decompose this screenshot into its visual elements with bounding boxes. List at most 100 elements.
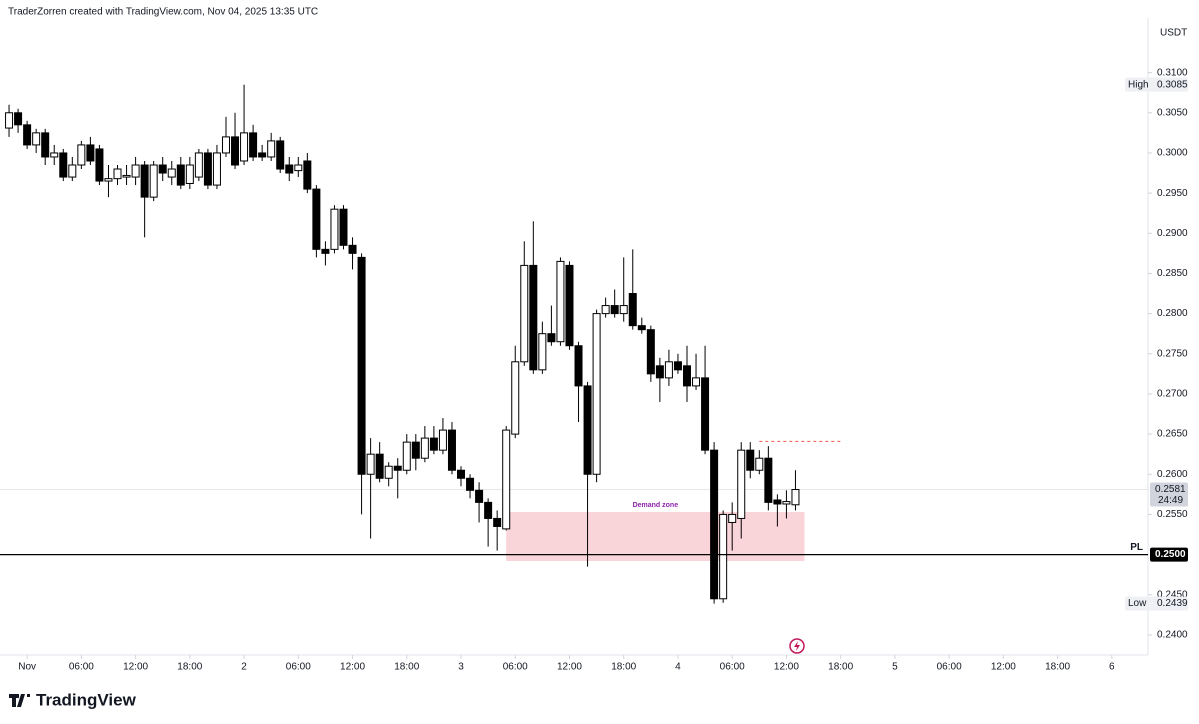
x-tick-label: 18:00: [828, 662, 853, 673]
candle-body: [366, 453, 375, 475]
x-tick-label: Nov: [18, 662, 36, 673]
y-tick-label: 0.2750: [1157, 348, 1188, 359]
candle-body: [14, 112, 23, 126]
x-tick-label: 06:00: [720, 662, 745, 673]
currency: USDT: [1160, 28, 1187, 39]
x-tick-label: 06:00: [937, 662, 962, 673]
last-price-label: 0.2581: [1155, 484, 1186, 495]
candle-body: [267, 140, 276, 158]
candle-body: [258, 152, 267, 158]
demand-zone-label: Demand zone: [633, 502, 679, 509]
candle-body: [32, 132, 41, 146]
candle-body: [438, 429, 447, 451]
brand: TradingView: [36, 690, 137, 709]
candle-body: [493, 517, 502, 527]
candle-body: [619, 305, 628, 315]
y-tick-label: 0.2800: [1157, 308, 1188, 319]
y-tick-label: 0.2700: [1157, 389, 1188, 400]
x-tick-label: 12:00: [991, 662, 1016, 673]
low-marker-value: 0.2439: [1157, 598, 1188, 609]
y-tick-label: 0.3100: [1157, 67, 1188, 78]
candle-body: [466, 477, 475, 491]
candle-body: [140, 164, 149, 198]
candle-body: [556, 260, 565, 343]
candle-body: [484, 501, 493, 519]
candle-body: [565, 264, 574, 347]
header: TraderZorren created with TradingView.co…: [8, 7, 318, 18]
x-tick-label: 18:00: [1045, 662, 1070, 673]
y-tick-label: 0.2400: [1157, 630, 1188, 641]
candle-body: [312, 188, 321, 250]
brand-logo: [9, 694, 30, 707]
candle-body: [402, 441, 411, 471]
y-tick-label: 0.2850: [1157, 268, 1188, 279]
candle-body: [122, 174, 131, 178]
x-tick-label: 3: [458, 662, 464, 673]
x-tick-label: 4: [675, 662, 681, 673]
candle-body: [113, 168, 122, 180]
candle-body: [457, 469, 466, 479]
candle-body: [212, 152, 221, 186]
low-marker-box: [1125, 596, 1188, 611]
y-tick-label: 0.2550: [1157, 509, 1188, 520]
last-price-box: [1150, 482, 1188, 507]
x-tick-label: 06:00: [69, 662, 94, 673]
x-tick-label: 2: [241, 662, 247, 673]
x-tick-label: 18:00: [611, 662, 636, 673]
candle-body: [782, 501, 791, 505]
candle-body: [339, 208, 348, 246]
demand-zone: [506, 512, 805, 562]
candle-body: [41, 132, 50, 158]
candle-body: [511, 361, 520, 435]
candle-body: [86, 144, 95, 162]
candle-body: [547, 333, 556, 343]
candle-body: [719, 513, 728, 600]
candle-body: [167, 168, 176, 178]
candle-body: [23, 124, 32, 146]
candle-body: [764, 457, 773, 503]
candle-body: [538, 333, 547, 371]
candle-body: [249, 132, 258, 158]
candle-body: [285, 164, 294, 174]
candle-body: [294, 164, 303, 172]
candle-body: [520, 264, 529, 363]
x-tick-label: 18:00: [394, 662, 419, 673]
candle-body: [773, 499, 782, 505]
candle-body: [574, 345, 583, 387]
candle-body: [104, 178, 113, 182]
candle-body: [682, 365, 691, 387]
pl-price-label: 0.2500: [1155, 549, 1186, 560]
candle-body: [692, 377, 701, 387]
candle-body: [357, 256, 366, 475]
candle-body: [276, 140, 285, 170]
candle-body: [59, 152, 68, 178]
pl-label: PL: [1130, 542, 1143, 553]
x-tick-label: 18:00: [177, 662, 202, 673]
candle-body: [203, 152, 212, 186]
high-marker-box: [1125, 77, 1188, 92]
alert-icon: [789, 638, 805, 654]
candle-body: [95, 148, 104, 182]
candle-body: [637, 325, 646, 331]
candle-body: [5, 112, 14, 129]
candle-body: [755, 457, 764, 471]
countdown-label: 24:49: [1158, 495, 1183, 506]
candle-body: [321, 248, 330, 254]
candle-body: [131, 164, 140, 178]
y-tick-label: 0.3050: [1157, 107, 1188, 118]
candle-body: [176, 164, 185, 186]
candle-body: [411, 441, 420, 459]
x-tick-label: 6: [1109, 662, 1115, 673]
y-tick-label: 0.2650: [1157, 429, 1188, 440]
pl-price-box: [1150, 547, 1188, 562]
candle-body: [375, 453, 384, 479]
candle-body: [240, 132, 249, 162]
candle-body: [673, 361, 682, 371]
candle-body: [194, 152, 203, 178]
candle-body: [710, 449, 719, 600]
x-tick-label: 12:00: [340, 662, 365, 673]
candle-body: [68, 164, 77, 178]
high-marker-label: High: [1128, 79, 1149, 90]
candle-body: [601, 305, 610, 315]
